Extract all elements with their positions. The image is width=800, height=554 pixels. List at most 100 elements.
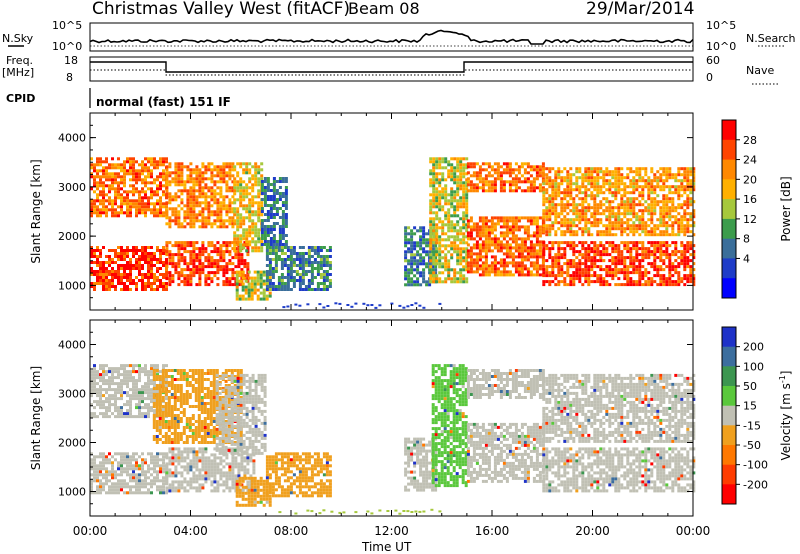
ground-scatter xyxy=(282,302,442,309)
power-echo-region xyxy=(233,162,264,253)
freq-tick-bottom: 8 xyxy=(66,71,73,84)
colorbar-segment xyxy=(722,464,736,485)
colorbar-segment xyxy=(722,386,736,407)
power-echo-region xyxy=(165,241,250,287)
colorbar-segment xyxy=(722,366,736,387)
y-tick-label: 2000 xyxy=(58,437,86,450)
nsky-trace xyxy=(89,29,694,45)
power-echo-region xyxy=(260,177,288,246)
colorbar-tick-label: 4 xyxy=(743,252,750,265)
colorbar-title-sup: -1 xyxy=(778,375,787,383)
colorbar-segment xyxy=(722,425,736,446)
colorbar-tick-label: 16 xyxy=(743,193,757,206)
colorbar-frame xyxy=(721,326,737,505)
y-axis-title: Slant Range [km] xyxy=(29,159,43,263)
colorbar-segment xyxy=(722,120,736,141)
colorbar-tick-label: 8 xyxy=(743,233,750,246)
colorbar-tick-label: -200 xyxy=(743,478,768,491)
colorbar-segment xyxy=(722,179,736,200)
x-tick-label: 00:00 xyxy=(73,524,108,538)
x-tick-label: 04:00 xyxy=(173,524,208,538)
power-colorbar: 28 24 20 16 12 8 4 Power [dB] xyxy=(721,119,793,299)
power-echo-region xyxy=(466,216,545,277)
colorbar-segment xyxy=(722,327,736,348)
nsky-tick-bottom: 10^0 xyxy=(52,40,82,53)
y-tick-label: 3000 xyxy=(58,388,86,401)
colorbar-segment xyxy=(722,278,736,299)
colorbar-segment xyxy=(722,218,736,240)
nsearch-tick-top: 10^5 xyxy=(706,19,736,32)
nsky-strip-frame xyxy=(89,22,694,52)
velocity-echo-region xyxy=(235,476,272,507)
nsky-tick-top: 10^5 xyxy=(52,19,82,32)
power-echo-region xyxy=(90,157,168,218)
power-echo-region xyxy=(165,162,235,229)
x-axis: 00:00 04:00 08:00 12:00 16:00 20:00 00:00 xyxy=(73,524,711,538)
nave-trace xyxy=(90,69,693,76)
power-echo-region xyxy=(90,246,168,291)
colorbar-tick-label: 200 xyxy=(743,341,764,354)
y-tick-label: 4000 xyxy=(58,132,86,145)
colorbar-tick-label: 24 xyxy=(743,154,757,167)
colorbar-segment xyxy=(722,238,736,259)
colorbar-tick-label: -15 xyxy=(743,419,761,432)
power-echo-region xyxy=(429,157,469,284)
velocity-echo-region xyxy=(431,364,468,488)
colorbar-title-main: Velocity [m s xyxy=(779,383,793,460)
colorbar-title-end: ] xyxy=(779,371,793,376)
cpid-label: CPID xyxy=(6,92,35,105)
colorbar-segment xyxy=(722,346,736,367)
colorbar-tick-label: 15 xyxy=(743,400,757,413)
velocity-echo-region xyxy=(466,369,545,399)
power-echo-region xyxy=(235,270,272,301)
freq-tick-top: 18 xyxy=(64,54,78,67)
freq-strip-frame xyxy=(89,56,694,82)
nsearch-tick-bottom: 10^0 xyxy=(706,40,736,53)
colorbar-title: Velocity [m s-1] xyxy=(778,371,793,461)
cpid-value: normal (fast) 151 IF xyxy=(96,95,231,109)
freq-trace xyxy=(90,61,693,73)
freq-label: Freq. xyxy=(6,54,33,67)
colorbar-tick-label: -50 xyxy=(743,439,761,452)
velocity-panel: 1000 2000 3000 4000 Slant Range [km] xyxy=(29,319,696,517)
colorbar-segment xyxy=(722,484,736,505)
colorbar-segment xyxy=(722,139,736,161)
colorbar-title-main: Power [dB] xyxy=(779,176,793,241)
velocity-echo-region xyxy=(265,452,332,498)
colorbar-segment xyxy=(722,405,736,426)
station-title: Christmas Valley West (fitACF) xyxy=(92,0,350,19)
x-tick-label: 00:00 xyxy=(676,524,711,538)
x-tick-label: 16:00 xyxy=(475,524,510,538)
x-axis-title: Time UT xyxy=(361,540,412,554)
power-panel: 1000 2000 3000 4000 Slant Range [km] xyxy=(29,112,696,311)
velocity-echo-region xyxy=(466,422,545,483)
y-tick-label: 4000 xyxy=(58,339,86,352)
y-tick-label: 1000 xyxy=(58,279,86,292)
power-echo-region xyxy=(265,246,332,291)
nsearch-label: N.Search xyxy=(746,32,796,45)
colorbar-tick-label: 20 xyxy=(743,173,757,186)
colorbar-segment xyxy=(722,159,736,180)
colorbar-frame xyxy=(721,119,737,299)
x-tick-label: 08:00 xyxy=(274,524,309,538)
colorbar-segment xyxy=(722,258,736,279)
colorbar-title: Power [dB] xyxy=(779,176,793,241)
colorbar-tick-label: -100 xyxy=(743,459,768,472)
colorbar-tick-label: 28 xyxy=(743,134,757,147)
beam-label: Beam 08 xyxy=(348,0,420,18)
nave-tick-top: 60 xyxy=(706,54,720,67)
velocity-echo-region xyxy=(90,452,168,495)
nave-label: Nave xyxy=(746,64,774,77)
power-echo-region xyxy=(542,241,696,287)
colorbar-tick-label: 100 xyxy=(743,360,764,373)
y-tick-label: 2000 xyxy=(58,230,86,243)
colorbar-tick-label: 12 xyxy=(743,213,757,226)
velocity-echo-region xyxy=(542,373,696,443)
velocity-echo-region xyxy=(215,373,267,455)
freq-unit: [MHz] xyxy=(2,66,34,79)
colorbar-segment xyxy=(722,199,736,220)
power-echo-region xyxy=(466,162,545,193)
colorbar-tick-label: 50 xyxy=(743,380,757,393)
nsky-label: N.Sky xyxy=(2,32,34,45)
